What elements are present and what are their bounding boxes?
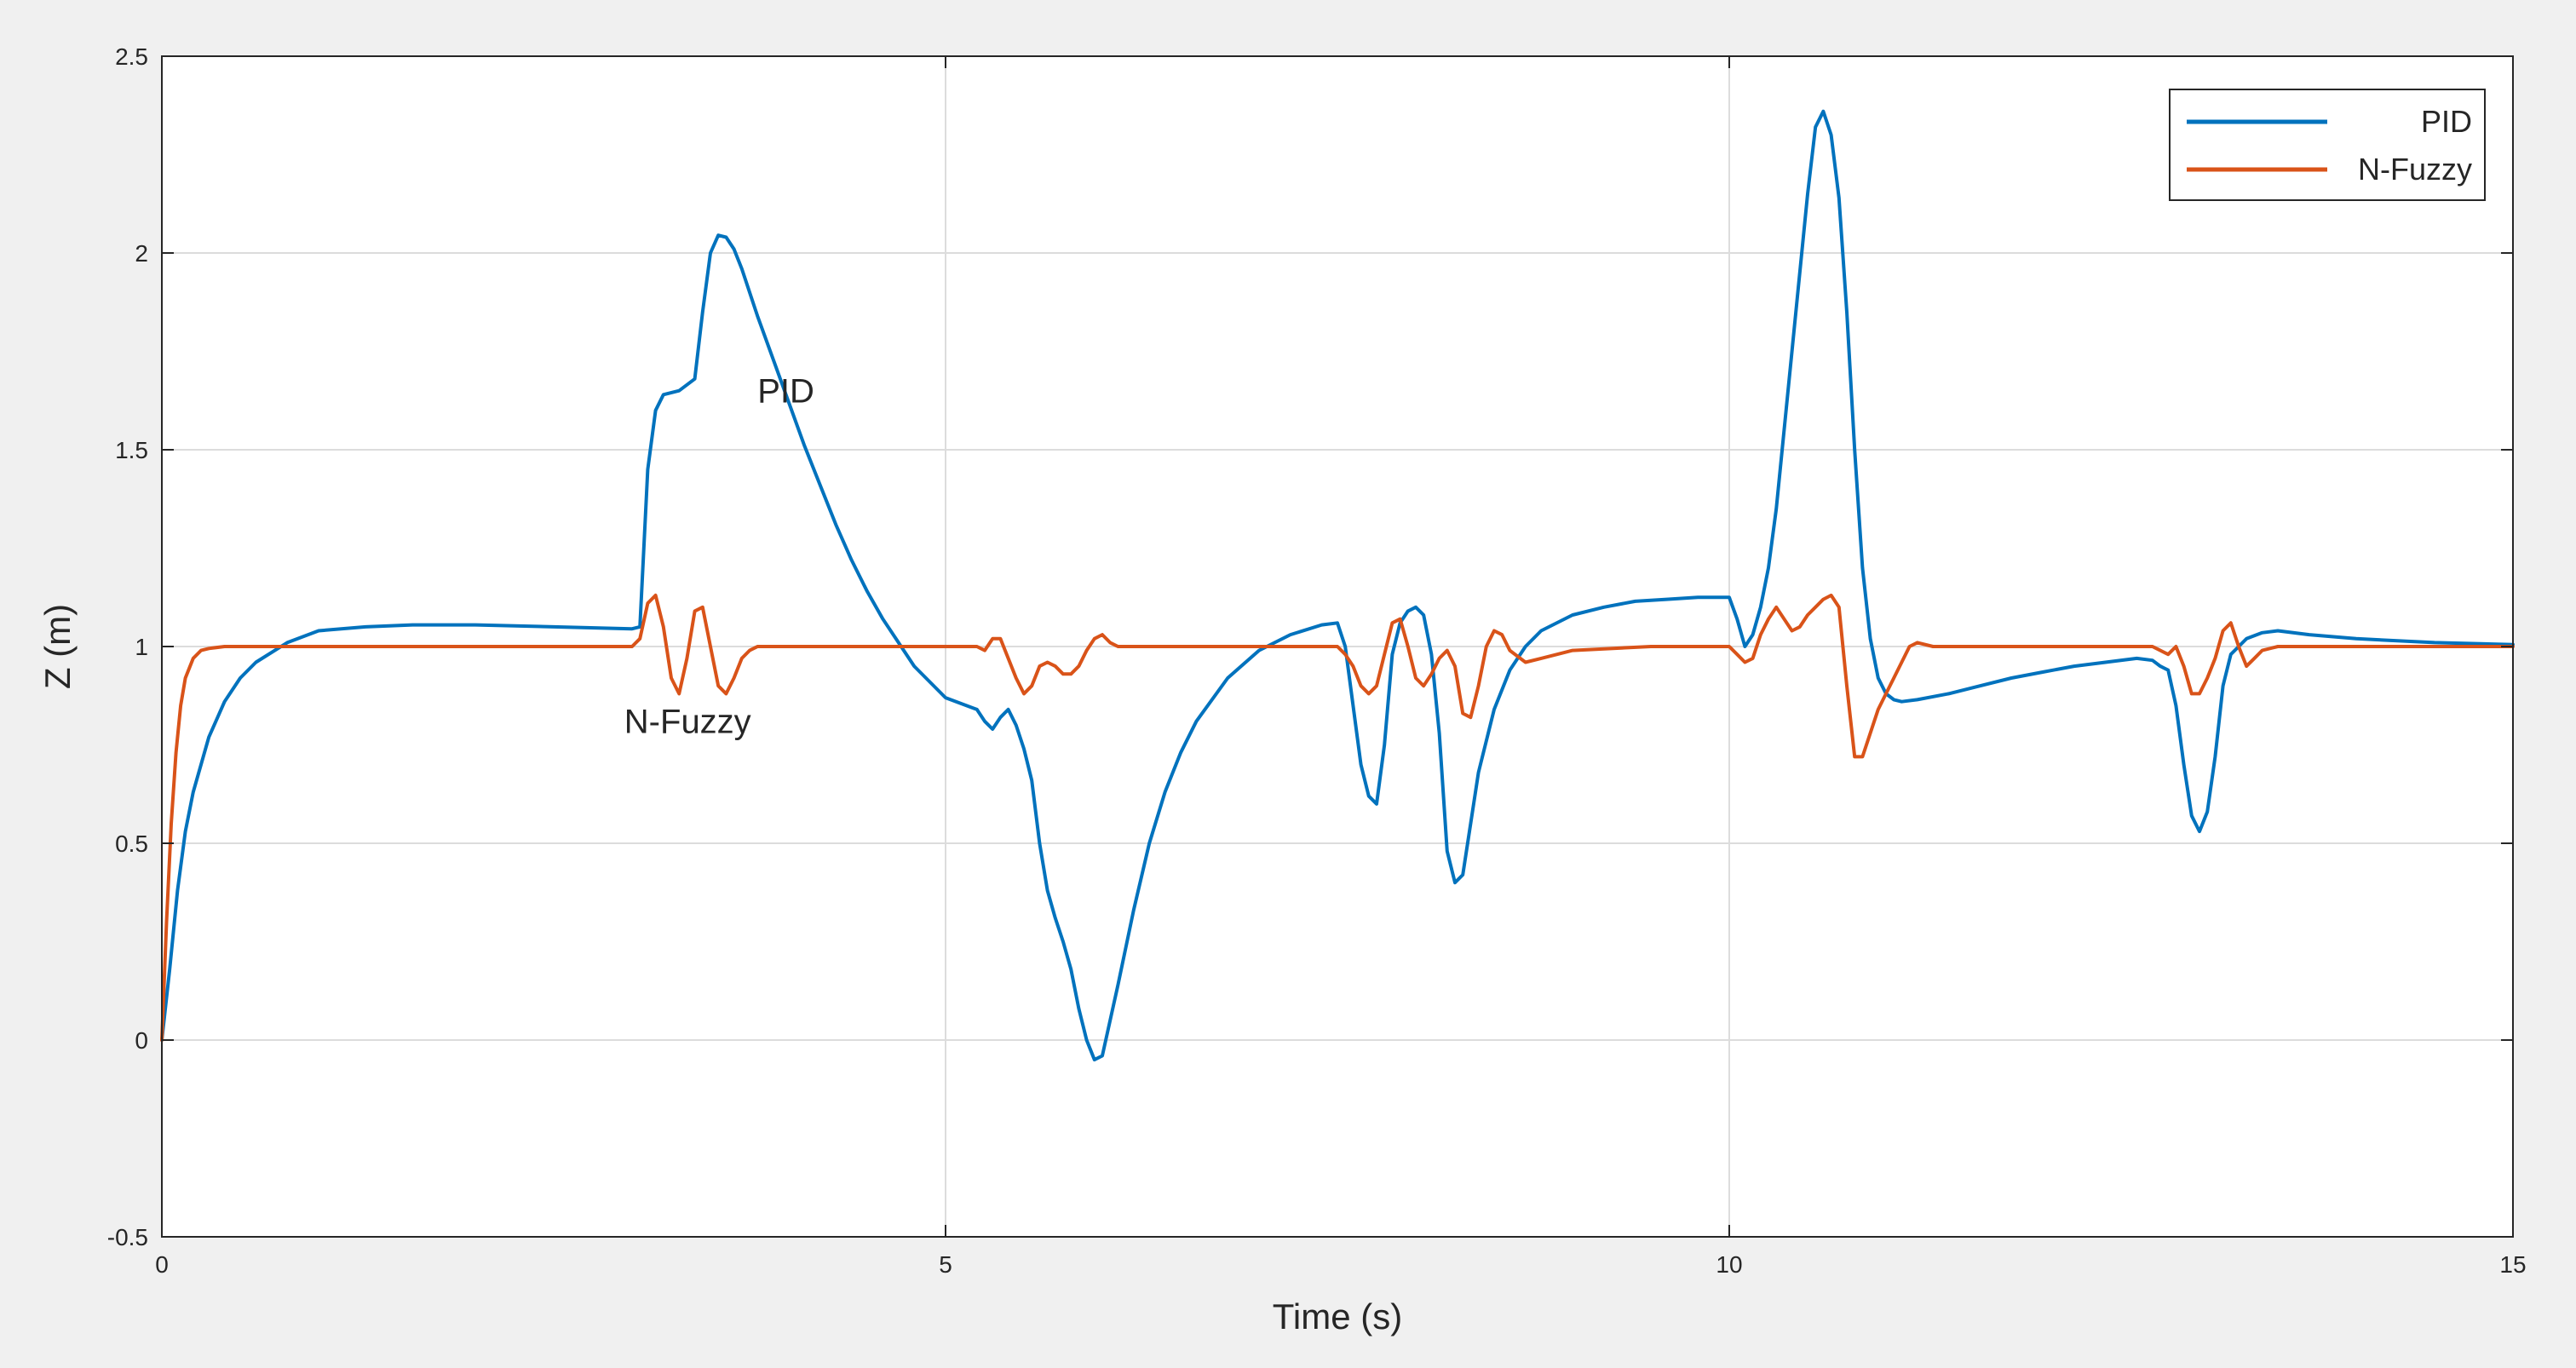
x-tick-label: 0	[155, 1251, 169, 1278]
tick-marks	[161, 55, 2514, 1238]
annotation-n-fuzzy: N-Fuzzy	[624, 704, 751, 741]
y-tick-label: 2	[135, 240, 148, 267]
y-tick-label: -0.5	[107, 1224, 148, 1250]
legend-label-n-fuzzy: N-Fuzzy	[2358, 152, 2472, 187]
legend-label-pid: PID	[2421, 104, 2472, 139]
series-line-pid	[160, 109, 2515, 1062]
y-axis-label: Z (m)	[37, 604, 78, 689]
y-tick-labels: -0.5 0 0.5 1 1.5 2 2.5	[107, 43, 148, 1250]
series-layer	[160, 109, 2515, 1062]
x-tick-label: 5	[939, 1251, 952, 1278]
series-line-n-fuzzy	[160, 593, 2515, 1042]
x-tick-label: 15	[2499, 1251, 2526, 1278]
annotation-pid: PID	[757, 373, 814, 411]
x-tick-label: 10	[1716, 1251, 1742, 1278]
y-tick-label: 0	[135, 1027, 148, 1054]
legend-box	[2169, 89, 2486, 201]
x-axis-label: Time (s)	[1273, 1296, 1402, 1336]
x-tick-labels: 0 5 10 15	[155, 1251, 2526, 1278]
legend: PID N-Fuzzy	[2169, 89, 2486, 201]
y-tick-label: 1	[135, 634, 148, 660]
y-tick-label: 1.5	[115, 437, 148, 463]
y-tick-label: 0.5	[115, 831, 148, 857]
y-tick-label: 2.5	[115, 43, 148, 70]
